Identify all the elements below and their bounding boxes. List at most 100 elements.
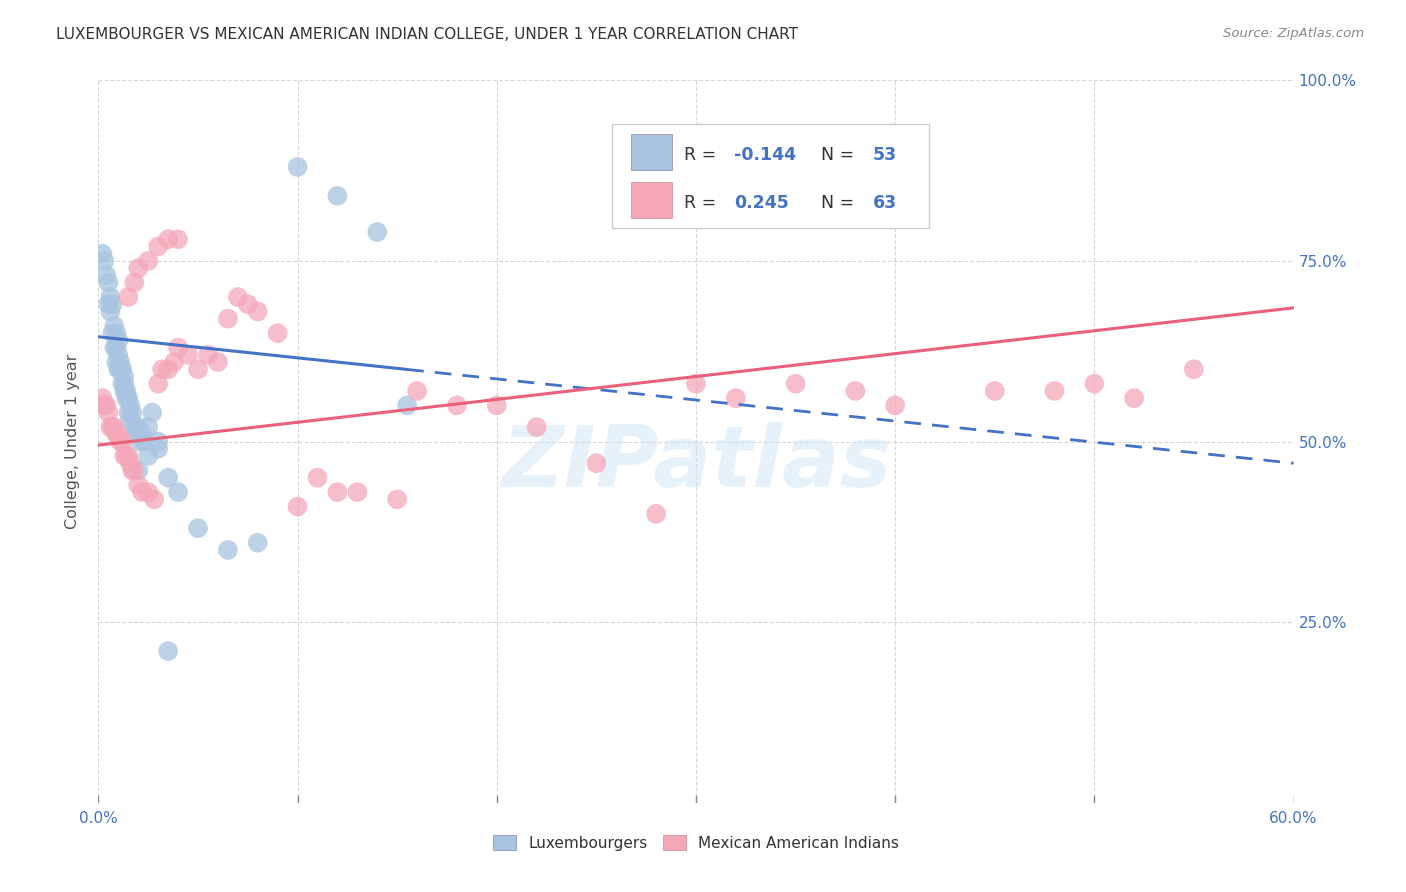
Point <box>246 304 269 318</box>
Point <box>136 449 159 463</box>
Text: R =: R = <box>685 194 721 212</box>
Point <box>121 406 143 420</box>
Point <box>117 391 139 405</box>
Point <box>120 398 142 412</box>
Point <box>107 334 129 348</box>
Point <box>115 449 138 463</box>
Point <box>307 470 329 484</box>
Point <box>157 362 180 376</box>
Point <box>97 406 120 420</box>
Point <box>97 276 120 290</box>
Point <box>125 427 148 442</box>
Point <box>685 376 707 391</box>
Point <box>326 189 349 203</box>
Point <box>93 253 115 268</box>
Point <box>167 232 190 246</box>
Point <box>112 384 135 398</box>
Point <box>107 348 129 362</box>
Point <box>112 449 135 463</box>
Point <box>287 500 309 514</box>
Point <box>1083 376 1105 391</box>
Point <box>724 391 747 405</box>
Point <box>127 420 149 434</box>
Point <box>98 290 122 304</box>
Text: R =: R = <box>685 145 721 163</box>
Point <box>1123 391 1146 405</box>
FancyBboxPatch shape <box>613 124 929 228</box>
Text: N =: N = <box>810 194 859 212</box>
Point <box>120 456 142 470</box>
Point <box>157 470 180 484</box>
Point <box>134 434 156 449</box>
Point <box>112 376 135 391</box>
Point <box>217 542 239 557</box>
Point <box>236 297 259 311</box>
Point <box>117 290 139 304</box>
Point <box>526 420 548 434</box>
Point <box>111 376 134 391</box>
Point <box>98 304 122 318</box>
Point <box>105 326 128 340</box>
Point <box>103 341 125 355</box>
Point <box>187 362 209 376</box>
Point <box>91 246 114 260</box>
Point <box>131 485 153 500</box>
Point <box>91 391 114 405</box>
Point <box>446 398 468 412</box>
Point <box>167 485 190 500</box>
Point <box>121 463 143 477</box>
Point <box>485 398 508 412</box>
Point <box>107 362 129 376</box>
Point <box>115 384 138 398</box>
Point <box>1182 362 1205 376</box>
Text: ZIPatlas: ZIPatlas <box>501 422 891 505</box>
Point <box>226 290 249 304</box>
Y-axis label: College, Under 1 year: College, Under 1 year <box>65 354 80 529</box>
Point <box>157 644 180 658</box>
Point <box>844 384 866 398</box>
Point <box>157 232 180 246</box>
Point <box>585 456 607 470</box>
Point <box>110 355 132 369</box>
Point <box>141 406 163 420</box>
Point <box>101 420 124 434</box>
Point <box>101 326 124 340</box>
Point <box>143 492 166 507</box>
Text: -0.144: -0.144 <box>734 145 796 163</box>
FancyBboxPatch shape <box>631 182 672 219</box>
Point <box>107 427 129 442</box>
Point <box>366 225 388 239</box>
Point <box>1043 384 1066 398</box>
Point <box>346 485 368 500</box>
Point <box>96 268 118 283</box>
Point <box>148 434 170 449</box>
Point <box>406 384 429 398</box>
Point <box>246 535 269 549</box>
Point <box>148 239 170 253</box>
Point <box>177 348 200 362</box>
Point <box>103 420 125 434</box>
Point <box>127 261 149 276</box>
Point <box>136 420 159 434</box>
Point <box>117 406 139 420</box>
Point <box>167 341 190 355</box>
Point <box>117 449 139 463</box>
FancyBboxPatch shape <box>631 134 672 169</box>
Point <box>148 376 170 391</box>
Legend: Luxembourgers, Mexican American Indians: Luxembourgers, Mexican American Indians <box>486 830 905 857</box>
Point <box>267 326 290 340</box>
Text: LUXEMBOURGER VS MEXICAN AMERICAN INDIAN COLLEGE, UNDER 1 YEAR CORRELATION CHART: LUXEMBOURGER VS MEXICAN AMERICAN INDIAN … <box>56 27 799 42</box>
Point <box>326 485 349 500</box>
Point <box>112 369 135 384</box>
Point <box>217 311 239 326</box>
Text: 63: 63 <box>873 194 897 212</box>
Point <box>111 434 134 449</box>
Point <box>124 420 146 434</box>
Point <box>645 507 668 521</box>
Text: 53: 53 <box>873 145 897 163</box>
Point <box>396 398 419 412</box>
Point <box>127 478 149 492</box>
Point <box>98 420 122 434</box>
Point <box>97 297 120 311</box>
Point <box>120 413 142 427</box>
